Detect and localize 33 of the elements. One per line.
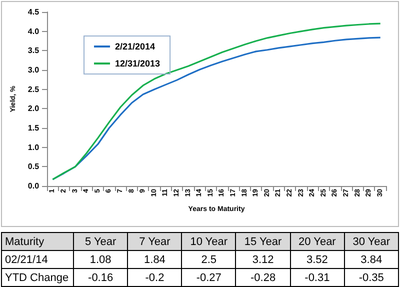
y-tick-label: 3.0 bbox=[28, 66, 40, 74]
legend-label: YTD Change bbox=[2, 268, 74, 286]
text: Maturity bbox=[2, 232, 74, 250]
y-tick-label: 2.0 bbox=[28, 104, 40, 114]
data-label: 3.84 bbox=[344, 250, 398, 268]
legend-label: 02/21/14 bbox=[2, 250, 74, 268]
legend-label: 2/21/2014 bbox=[115, 42, 156, 52]
category-label: 15 Year bbox=[236, 232, 290, 250]
data-label: -0.35 bbox=[344, 268, 398, 286]
data-label: 1.84 bbox=[128, 250, 182, 268]
data-label: 3.52 bbox=[290, 250, 344, 268]
y-tick-label: 1.0 bbox=[28, 142, 40, 152]
y-tick-label: 3.5 bbox=[28, 46, 40, 56]
y-tick-label: 1.5 bbox=[28, 124, 40, 132]
data-label: -0.28 bbox=[236, 268, 290, 286]
legend-label: 12/31/2013 bbox=[115, 58, 160, 68]
category-label: 30 Year bbox=[344, 232, 398, 250]
category-label: 5 Year bbox=[74, 232, 128, 250]
y-tick-label: 0.5 bbox=[28, 162, 40, 172]
y-tick-label: 4.5 bbox=[28, 8, 40, 16]
y-tick-label: 2.5 bbox=[28, 84, 40, 94]
data-label: -0.16 bbox=[74, 268, 128, 286]
category-label: 10 Year bbox=[182, 232, 236, 250]
category-label: 20 Year bbox=[290, 232, 344, 250]
data-label: 2.5 bbox=[182, 250, 236, 268]
y-tick-label: 4.0 bbox=[28, 26, 40, 36]
data-label: 1.08 bbox=[74, 250, 128, 268]
data-label: -0.31 bbox=[290, 268, 344, 286]
data-label: -0.2 bbox=[128, 268, 182, 286]
category-label: 7 Year bbox=[128, 232, 182, 250]
data-label: -0.27 bbox=[182, 268, 236, 286]
data-label: 3.12 bbox=[236, 250, 290, 268]
y-tick-label: 0.0 bbox=[28, 182, 40, 190]
